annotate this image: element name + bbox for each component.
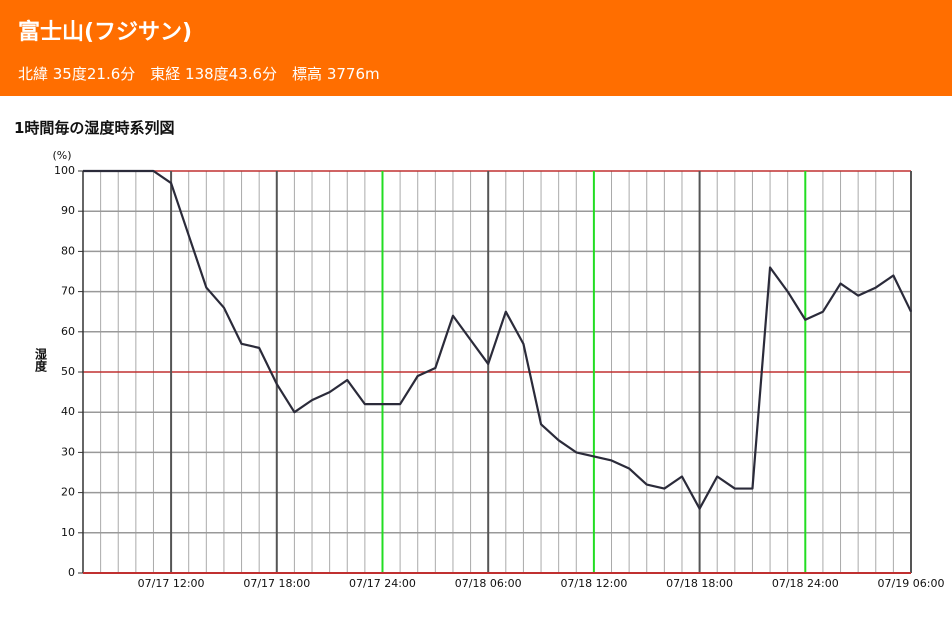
y-tick-label: 100 xyxy=(54,164,75,177)
x-tick-label: 07/18 12:00 xyxy=(560,577,627,590)
y-tick-label: 0 xyxy=(68,566,75,579)
x-tick-label: 07/17 24:00 xyxy=(349,577,416,590)
chart: (%) 湿度 0 10 20 30 40 50 60 70 80 90 100 07/17 12:00 0… xyxy=(34,149,945,590)
y-tick-label: 60 xyxy=(61,325,75,338)
header-title: 富士山(フジサン) xyxy=(18,20,193,45)
y-tick-label: 80 xyxy=(61,244,75,257)
y-tick-label: 10 xyxy=(61,526,75,539)
x-tick-label: 07/18 24:00 xyxy=(772,577,839,590)
y-tick-label: 40 xyxy=(61,405,75,418)
y-axis-label: 湿度 xyxy=(34,347,48,373)
y-unit: (%) xyxy=(52,149,71,162)
y-tick-label: 50 xyxy=(61,365,75,378)
series-line xyxy=(83,169,912,510)
header: 富士山(フジサン) 北緯 35度21.6分 東経 138度43.6分 標高 37… xyxy=(0,0,952,96)
x-tick-label: 07/18 18:00 xyxy=(666,577,733,590)
y-tick-label: 90 xyxy=(61,204,75,217)
x-tick-label: 07/17 12:00 xyxy=(138,577,205,590)
x-tick-label: 07/17 18:00 xyxy=(243,577,310,590)
x-tick-label: 07/18 06:00 xyxy=(455,577,522,590)
header-subtitle: 北緯 35度21.6分 東経 138度43.6分 標高 3776m xyxy=(18,65,380,83)
y-tick-label: 70 xyxy=(61,285,75,298)
x-tick-label: 07/19 06:00 xyxy=(878,577,945,590)
y-tick-label: 30 xyxy=(61,445,75,458)
y-tick-label: 20 xyxy=(61,486,75,499)
chart-title: 1時間毎の湿度時系列図 xyxy=(14,119,175,137)
